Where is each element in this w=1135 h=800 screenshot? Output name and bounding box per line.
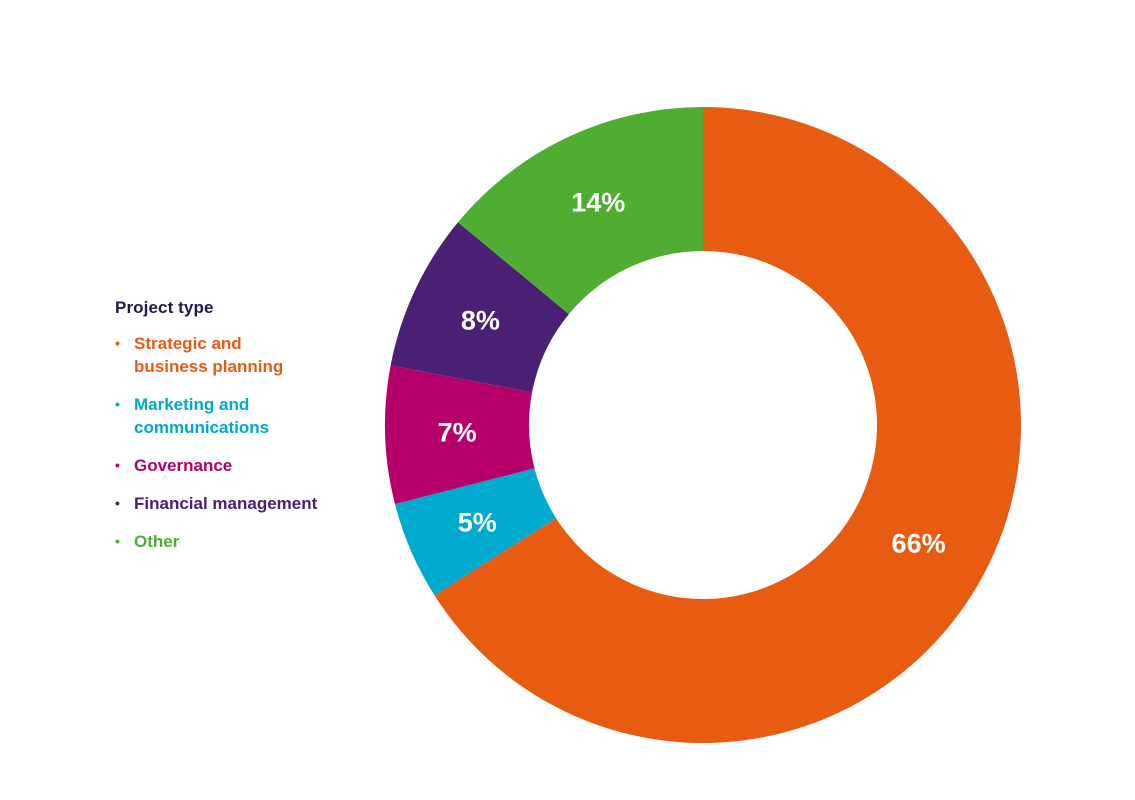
legend-bullet-icon: • [115, 457, 120, 473]
legend-label: Marketing and communications [134, 395, 270, 437]
legend-label: Strategic and business planning [134, 334, 284, 376]
legend: Project type • Strategic and business pla… [115, 298, 375, 568]
legend-title: Project type [115, 298, 214, 317]
slice-label: 66% [892, 529, 946, 559]
slice-strategic-and-business-planning [434, 107, 1021, 743]
legend-item: • Financial management [115, 492, 375, 515]
legend-item: • Strategic and business planning [115, 332, 375, 378]
slice-financial-management [390, 222, 569, 393]
slice-label: 8% [461, 305, 500, 335]
legend-item: • Other [115, 530, 375, 553]
donut-labels: 66% 5% 7% 8% 14% [438, 187, 946, 558]
legend-item: • Governance [115, 454, 375, 477]
donut-slices [385, 107, 1021, 743]
legend-list: • Strategic and business planning • Marketi… [115, 332, 375, 553]
legend-bullet-icon: • [115, 335, 120, 351]
legend-label: Financial management [134, 494, 318, 513]
slice-marketing-and-communications [394, 468, 557, 596]
legend-bullet-icon: • [115, 533, 120, 549]
legend-label: Governance [134, 456, 233, 475]
legend-bullet-icon: • [115, 396, 120, 412]
slice-label: 5% [458, 508, 497, 538]
slice-other [457, 107, 703, 315]
legend-label: Other [134, 532, 180, 551]
legend-item: • Marketing and communications [115, 393, 375, 439]
slice-label: 14% [571, 187, 625, 217]
slice-label: 7% [438, 418, 477, 448]
legend-bullet-icon: • [115, 495, 120, 511]
slice-governance [385, 365, 535, 505]
